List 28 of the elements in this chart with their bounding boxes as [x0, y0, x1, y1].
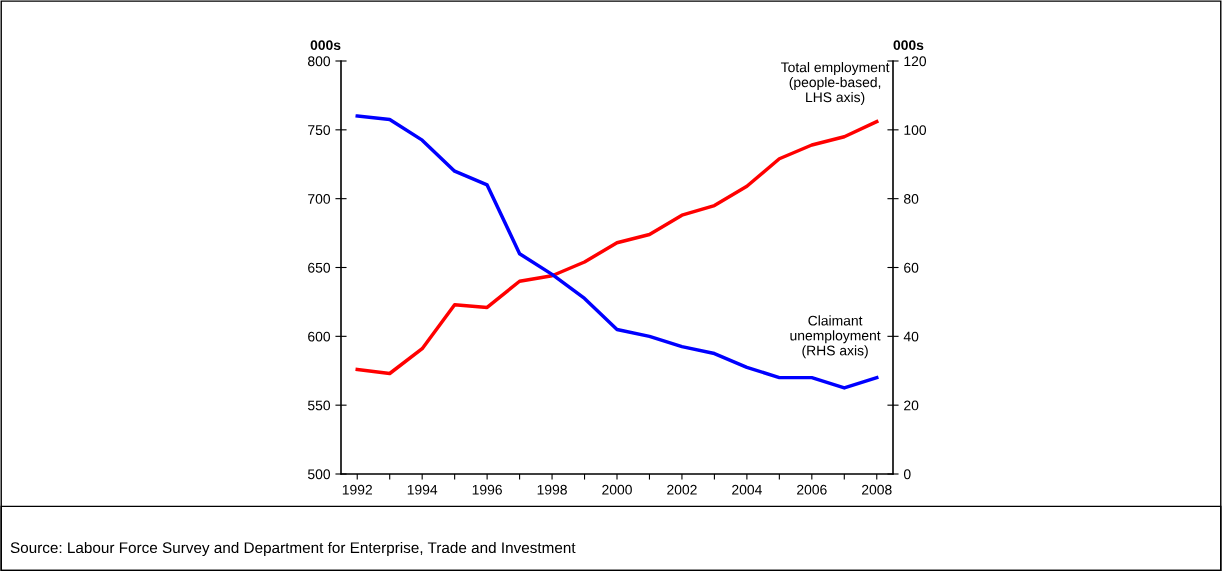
- y2-tick-label: 40: [903, 331, 919, 342]
- y-tick-label: 650: [308, 262, 331, 273]
- series-label: Total employment (people-based, LHS axis): [780, 62, 890, 105]
- y2-tick-label: 80: [904, 194, 919, 204]
- y-tick-label: 550: [307, 400, 331, 411]
- series-label: Claimant unemployment (RHS axis): [790, 315, 881, 359]
- y2-axis-title: 000s: [893, 40, 924, 50]
- y-axis-title: 000s: [310, 40, 341, 50]
- x-tick-label: 2008: [862, 484, 892, 495]
- y-tick-label: 500: [307, 469, 331, 480]
- x-tick-label: 2000: [602, 484, 632, 495]
- x-tick-label: 2004: [732, 484, 762, 495]
- x-tick-label: 2002: [667, 484, 697, 495]
- y-tick-label: 800: [308, 56, 331, 67]
- y2-tick-label: 60: [904, 262, 919, 273]
- x-tick-label: 1998: [537, 484, 567, 495]
- y2-tick-label: 0: [903, 469, 911, 480]
- y2-tick-label: 20: [904, 400, 919, 411]
- y-tick-label: 750: [308, 125, 331, 135]
- x-tick-label: 1994: [407, 484, 438, 495]
- y-tick-label: 600: [308, 331, 331, 342]
- y-tick-label: 700: [308, 194, 331, 204]
- x-tick-label: 2006: [797, 484, 827, 495]
- source-note: Source: Labour Force Survey and Department for Enterprise, Trade and Investment: [10, 541, 576, 557]
- y2-tick-label: 120: [904, 56, 927, 67]
- y2-tick-label: 100: [904, 125, 927, 135]
- x-tick-label: 1996: [472, 484, 502, 495]
- x-tick-label: 1992: [342, 484, 372, 495]
